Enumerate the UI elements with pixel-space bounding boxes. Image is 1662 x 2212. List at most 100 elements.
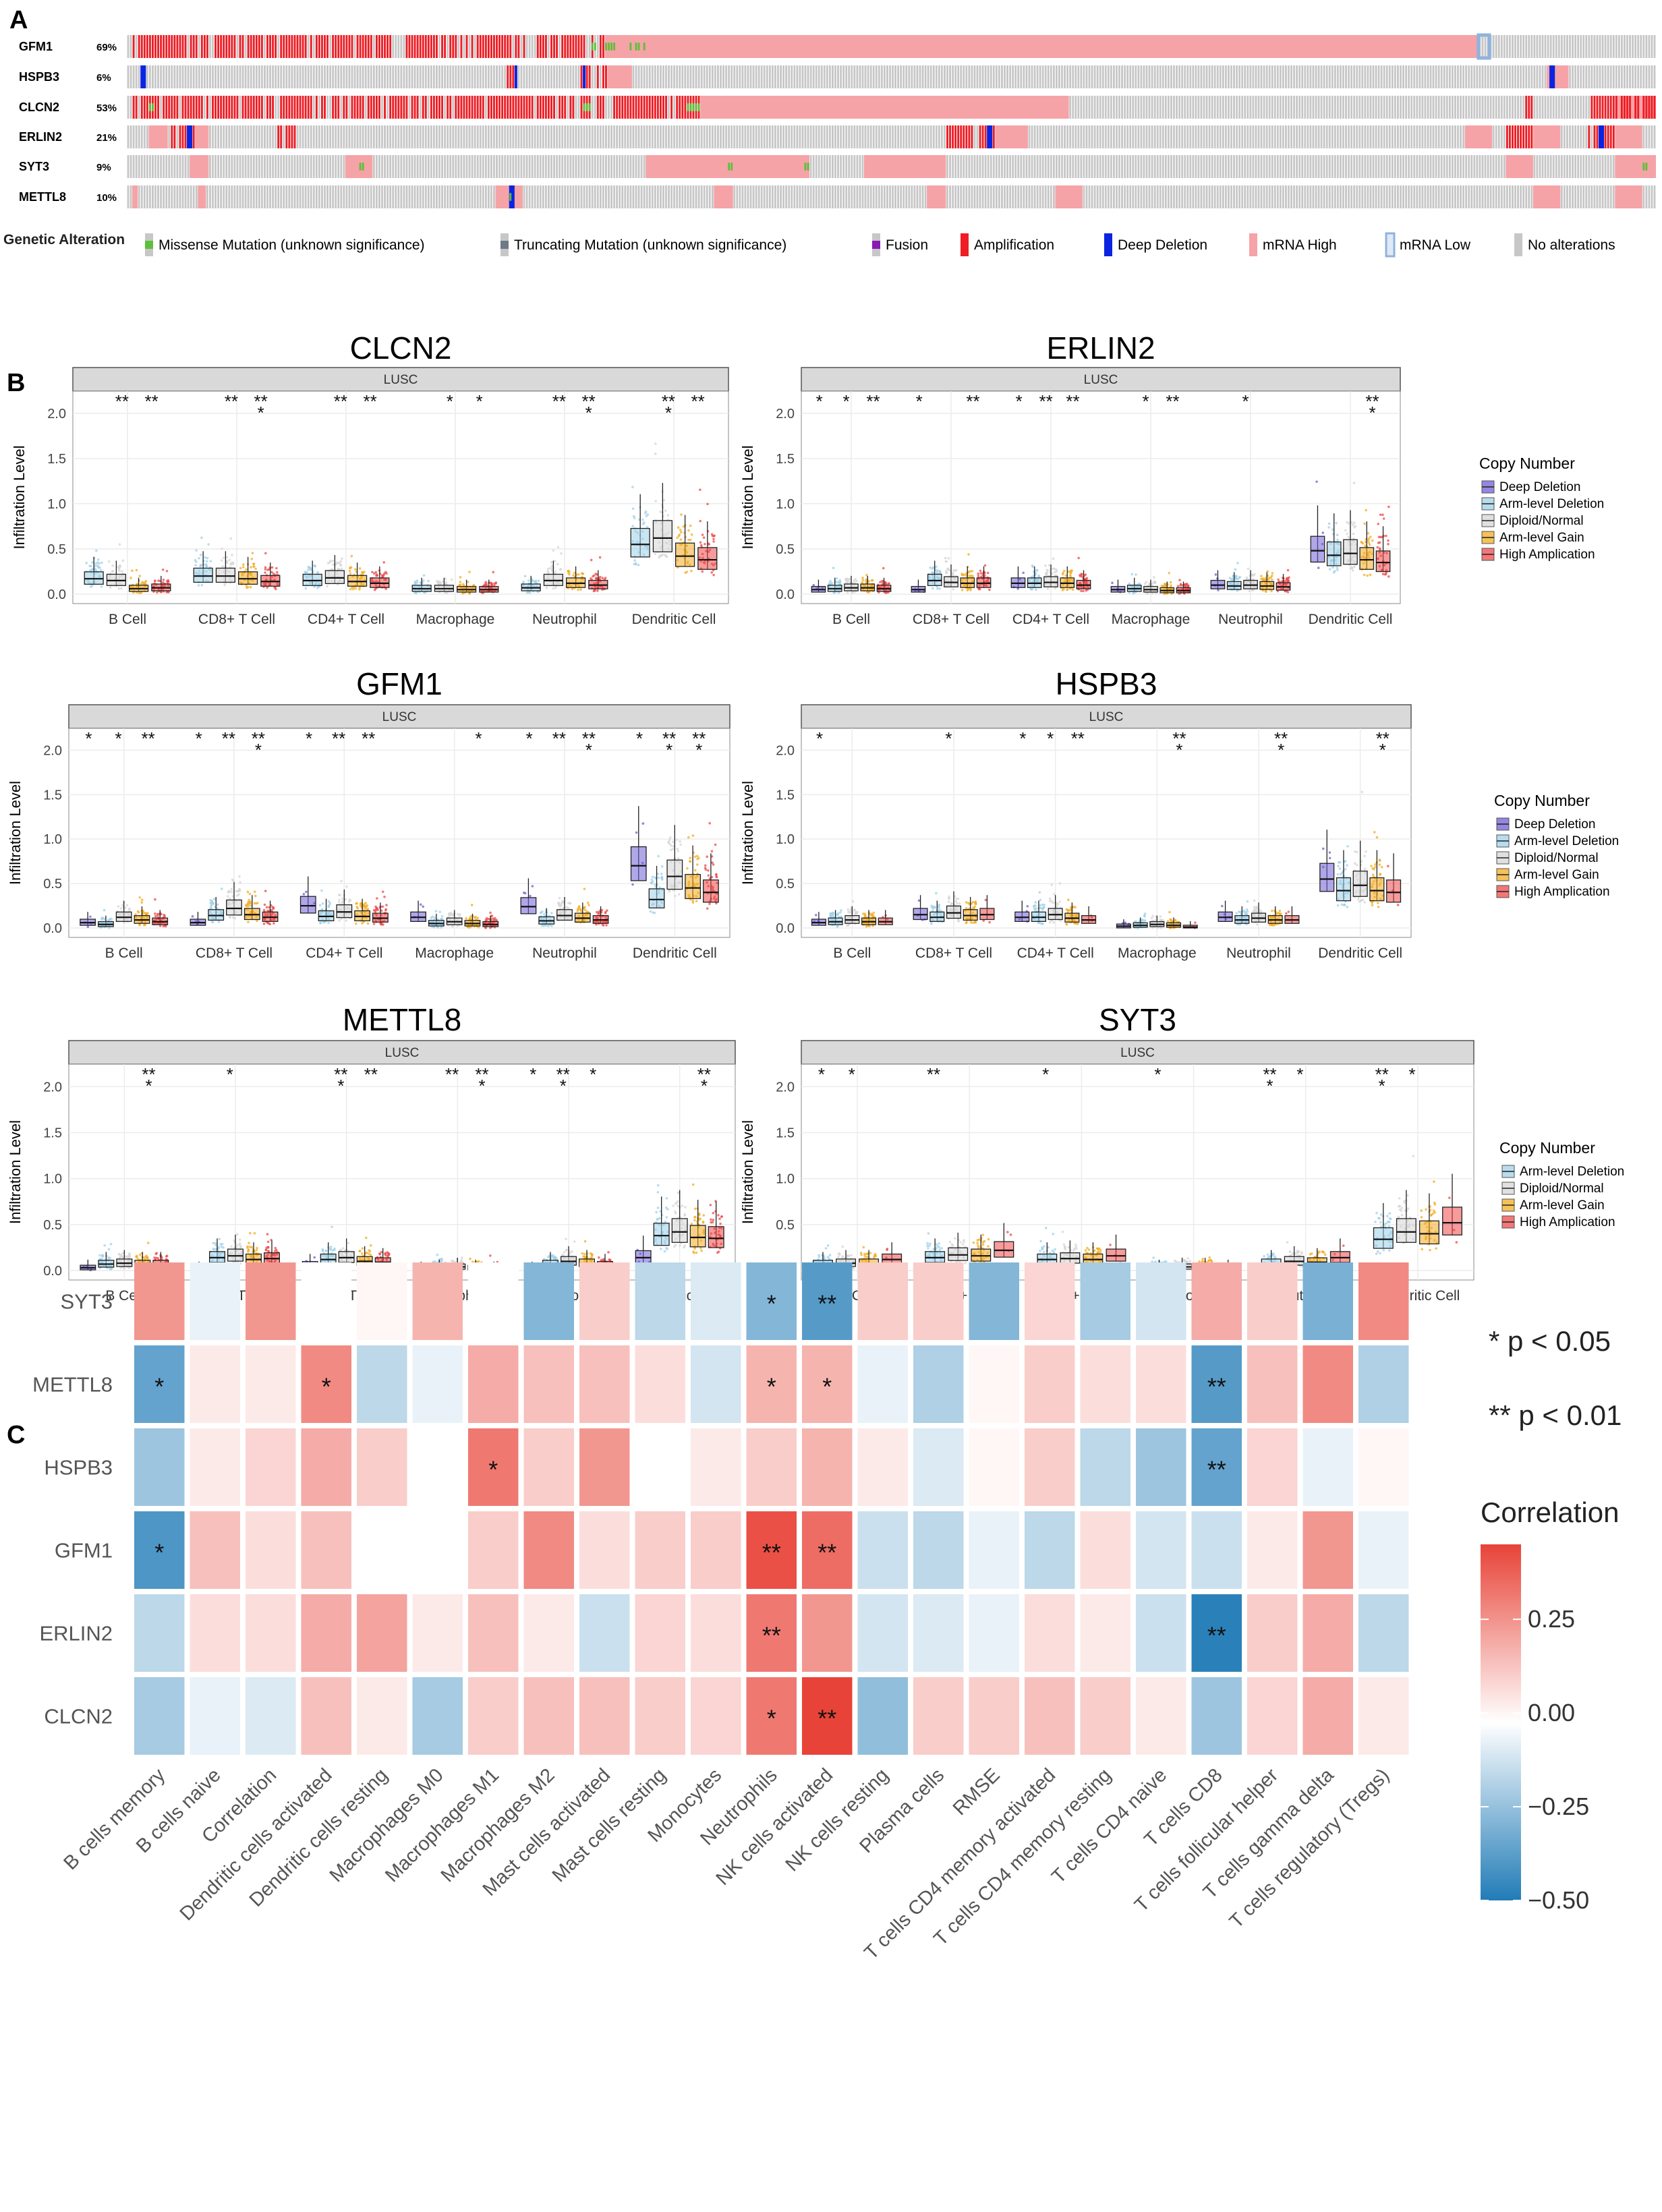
data-point	[658, 886, 662, 889]
amplification-mark	[389, 35, 392, 58]
data-point	[704, 864, 707, 867]
data-point	[550, 564, 554, 567]
deep-deletion-mark	[583, 65, 586, 88]
data-point	[595, 910, 598, 914]
data-point	[573, 571, 576, 575]
data-point	[1168, 571, 1171, 575]
data-point	[140, 898, 144, 902]
data-point	[583, 887, 586, 890]
data-point	[984, 898, 987, 902]
amplification-mark	[1645, 96, 1648, 119]
amplification-mark	[299, 96, 302, 119]
data-point	[414, 581, 417, 585]
data-point	[935, 565, 938, 569]
data-point	[1327, 522, 1331, 525]
data-point	[141, 581, 144, 584]
data-point	[120, 587, 123, 590]
y-tick-label: 1.5	[776, 452, 795, 467]
significance-stars: *	[1176, 740, 1182, 760]
amplification-mark	[1637, 96, 1640, 119]
data-point	[1145, 581, 1148, 583]
data-point	[1050, 900, 1054, 903]
amplification-mark	[397, 96, 400, 119]
amplification-mark	[364, 35, 367, 58]
missense-mark	[804, 163, 807, 171]
y-tick-label: 1.0	[43, 832, 62, 847]
data-point	[641, 822, 645, 825]
data-point	[957, 920, 961, 923]
data-point	[948, 897, 950, 900]
data-point	[1366, 574, 1369, 577]
data-point	[1352, 532, 1355, 535]
data-point	[266, 569, 269, 571]
data-point	[1387, 575, 1390, 578]
amplification-mark	[487, 35, 490, 58]
data-point	[163, 913, 166, 916]
data-point	[1363, 854, 1366, 858]
amplification-mark	[384, 35, 386, 58]
data-point	[1069, 571, 1072, 575]
amplification-mark	[468, 96, 471, 119]
data-point	[216, 903, 219, 906]
amplification-mark	[168, 35, 171, 58]
amplification-mark	[372, 96, 375, 119]
data-point	[1363, 573, 1366, 577]
data-point	[650, 881, 652, 884]
mrna-high-block	[190, 155, 209, 178]
data-point	[130, 577, 132, 579]
data-point	[604, 577, 607, 579]
significance-stars: **	[364, 391, 377, 411]
data-point	[706, 855, 708, 858]
amplification-mark	[507, 35, 509, 58]
data-point	[1253, 906, 1256, 908]
data-point	[1062, 587, 1065, 591]
oncoprint-legend: Genetic Alteration Missense Mutation (unk…	[3, 232, 1615, 258]
facet-strip-label: LUSC	[382, 710, 417, 724]
data-point	[944, 556, 947, 560]
data-point	[266, 1240, 270, 1244]
amplification-mark	[362, 96, 364, 119]
amplification-mark	[195, 96, 198, 119]
data-point	[157, 579, 160, 582]
data-point	[345, 919, 347, 922]
missense-mark	[695, 103, 697, 111]
data-point	[832, 566, 835, 570]
data-point	[324, 1250, 328, 1252]
data-point	[85, 562, 88, 564]
data-point	[1353, 565, 1356, 569]
amplification-mark	[181, 125, 184, 148]
data-point	[205, 563, 208, 566]
plot-area	[68, 728, 730, 938]
amplification-mark	[370, 96, 372, 119]
data-point	[469, 915, 472, 918]
amplification-mark	[233, 96, 236, 119]
boxplot-title: GFM1	[356, 666, 442, 701]
data-point	[1387, 543, 1389, 546]
x-tick-label: CD4+ T Cell	[1012, 612, 1089, 627]
data-point	[107, 1256, 110, 1259]
y-tick-label: 0.5	[47, 542, 66, 557]
data-point	[1360, 541, 1364, 544]
data-point	[1071, 588, 1074, 591]
data-point	[577, 573, 580, 576]
data-point	[658, 554, 661, 558]
amplification-mark	[580, 96, 583, 119]
data-point	[1067, 898, 1070, 902]
boxplot-title: CLCN2	[350, 330, 452, 366]
data-point	[227, 891, 229, 894]
data-point	[1384, 573, 1387, 576]
data-point	[706, 502, 709, 506]
data-point	[275, 1248, 278, 1252]
amplification-mark	[447, 96, 449, 119]
mrna-high-block	[646, 155, 810, 178]
amplification-mark	[280, 35, 283, 58]
amplification-mark	[181, 96, 184, 119]
mrna-low-block	[1477, 33, 1491, 60]
missense-mark	[152, 103, 154, 111]
data-point	[160, 591, 163, 593]
boxplot-title: ERLIN2	[1046, 330, 1155, 366]
amplification-mark	[411, 35, 413, 58]
data-point	[1238, 575, 1241, 579]
data-point	[635, 831, 638, 834]
amplification-mark	[324, 96, 326, 119]
